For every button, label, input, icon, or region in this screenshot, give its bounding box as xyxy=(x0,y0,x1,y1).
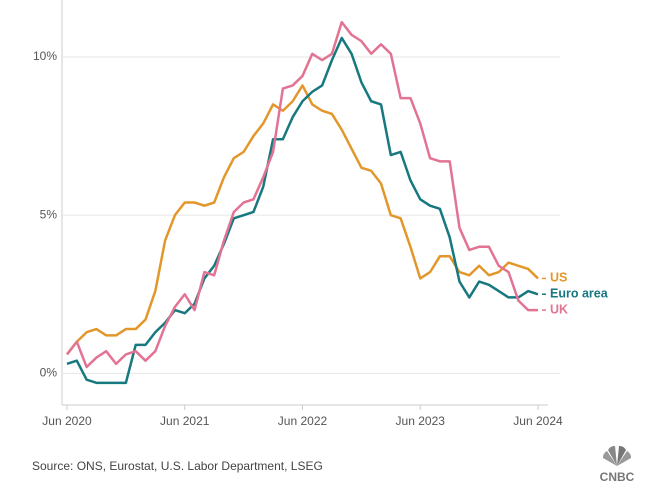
series-label: US xyxy=(550,271,567,285)
logo-text: CNBC xyxy=(600,470,635,484)
x-tick-label: Jun 2023 xyxy=(396,414,446,428)
x-tick-label: Jun 2022 xyxy=(278,414,328,428)
x-tick-label: Jun 2021 xyxy=(160,414,210,428)
logo: CNBC xyxy=(600,445,635,484)
y-tick-label: 0% xyxy=(40,366,58,380)
series-label: Euro area xyxy=(550,287,609,301)
y-tick-label: 10% xyxy=(33,49,57,63)
logo-icon xyxy=(602,445,632,466)
line xyxy=(66,20,538,369)
line xyxy=(66,36,539,385)
series-label: UK xyxy=(550,302,568,316)
y-tick-label: 5% xyxy=(40,207,58,221)
x-tick-label: Jun 2020 xyxy=(42,414,92,428)
line xyxy=(66,84,539,356)
source: Source: ONS, Eurostat, U.S. Labor Depart… xyxy=(32,459,323,473)
x-tick-label: Jun 2024 xyxy=(513,414,563,428)
